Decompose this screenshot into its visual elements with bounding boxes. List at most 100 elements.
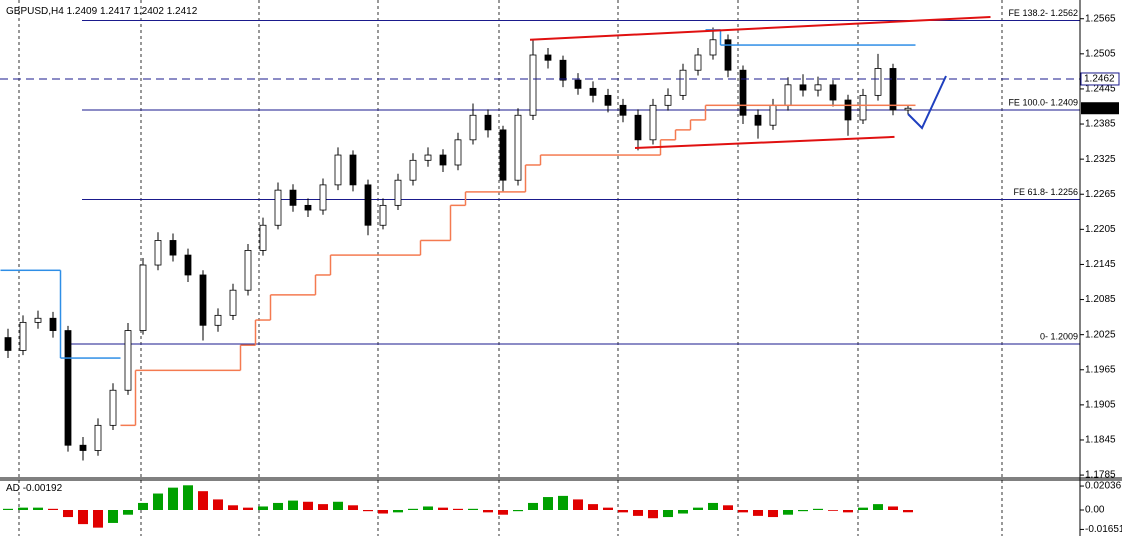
y-tick-label: 1.2445 (1085, 84, 1116, 95)
level-label: 0- 1.2009 (1040, 331, 1078, 341)
candle-body (319, 184, 327, 211)
histogram-bar (513, 510, 523, 512)
histogram-bar (828, 510, 838, 511)
candle-body (484, 114, 492, 131)
candle-body (694, 54, 702, 71)
histogram-bar (243, 507, 253, 510)
histogram-bar (213, 499, 223, 510)
candle-body (199, 274, 207, 326)
histogram-bar (498, 510, 508, 515)
candle-body (814, 84, 822, 91)
last-open: 1.2409 (67, 6, 98, 17)
histogram-bar (378, 510, 388, 514)
candle-body (799, 84, 807, 91)
y-tick-label: 1.1785 (1085, 470, 1116, 481)
candle-body (79, 444, 87, 451)
histogram-bar (93, 510, 103, 528)
candle-body (754, 114, 762, 126)
histogram-bar (738, 510, 748, 513)
candle-body (499, 129, 507, 181)
histogram-bar (768, 510, 778, 518)
histogram-bar (138, 502, 148, 510)
price-label: 1.2412 (1084, 103, 1115, 114)
candle-body (169, 240, 177, 256)
histogram-bar (168, 487, 178, 510)
candle-body (214, 314, 222, 326)
candle-body (454, 139, 462, 166)
symbol: GBPUSD,H4 1.2409 1.2417 1.2402 1.2412 (6, 6, 198, 17)
candle-body (679, 69, 687, 96)
histogram-bar (63, 510, 73, 518)
candle-body (124, 330, 132, 391)
candle-body (469, 114, 477, 141)
y-tick-label: 1.2385 (1085, 119, 1116, 130)
candle-body (859, 94, 867, 121)
y-tick-label: 1.2505 (1085, 48, 1116, 59)
plot-area: FE 138.2- 1.2562 FE 100.0- 1.2409 FE 61.8-… (0, 0, 1080, 536)
histogram-bar (198, 491, 208, 510)
candle-body (739, 69, 747, 116)
level-label: FE 100.0- 1.2409 (1008, 97, 1078, 107)
candle-body (229, 289, 237, 316)
candle-body (139, 264, 147, 331)
histogram-bar (123, 510, 133, 515)
candle-body (94, 424, 102, 451)
candle-body (349, 154, 357, 186)
y-tick-label: 1.2265 (1085, 189, 1116, 200)
histogram-bar (183, 485, 193, 510)
y-tick-label: 1.2325 (1085, 154, 1116, 165)
histogram-bar (558, 495, 568, 510)
y-tick-label: 1.2565 (1085, 13, 1116, 24)
histogram-bar (108, 510, 118, 523)
candle-body (109, 389, 117, 426)
candle-body (259, 224, 267, 251)
candle-body (364, 184, 372, 226)
trendline (634, 135, 895, 150)
histogram-bar (873, 504, 883, 510)
histogram-bar (603, 507, 613, 510)
histogram-bar (48, 508, 58, 510)
y-tick-label: 1.1905 (1085, 400, 1116, 411)
y-tick-label: 1.2145 (1085, 259, 1116, 270)
histogram-bar (813, 508, 823, 510)
candle-body (184, 254, 192, 276)
histogram-bar (318, 504, 328, 510)
histogram-bar (573, 499, 583, 510)
histogram-bar (393, 510, 403, 513)
histogram-bar (408, 508, 418, 510)
candle-body (289, 189, 297, 206)
candle-body (829, 84, 837, 101)
candle-body (874, 68, 882, 96)
histogram-bar (33, 507, 43, 510)
histogram-bar (783, 510, 793, 515)
indicator-last: -0.00192 (23, 483, 63, 494)
candle-body (334, 154, 342, 186)
y-tick-label: 1.2025 (1085, 329, 1116, 340)
indicator-tick-label: -0.01651 (1085, 524, 1122, 535)
histogram-bar (453, 508, 463, 510)
indicator-tick-label: 0.00 (1085, 505, 1105, 516)
candle-body (619, 104, 627, 116)
histogram-bar (708, 502, 718, 510)
candle-body (409, 159, 417, 181)
trendline (529, 15, 991, 41)
histogram-bar (588, 504, 598, 510)
level-label: FE 138.2- 1.2562 (1008, 8, 1078, 18)
candle-body (904, 107, 912, 111)
last-close: 1.2412 (167, 6, 198, 17)
histogram-bar (753, 510, 763, 516)
y-tick-label: 1.2205 (1085, 224, 1116, 235)
candle-body (604, 94, 612, 106)
last-high: 1.2417 (100, 6, 131, 17)
histogram-bar (483, 510, 493, 513)
histogram-bar (273, 502, 283, 510)
histogram-bar (78, 510, 88, 525)
candle-body (154, 240, 162, 266)
candle-body (844, 99, 852, 121)
histogram-bar (333, 501, 343, 510)
histogram-bar (303, 501, 313, 510)
histogram-bar (678, 510, 688, 514)
candle-body (244, 250, 252, 291)
candle-body (439, 154, 447, 166)
